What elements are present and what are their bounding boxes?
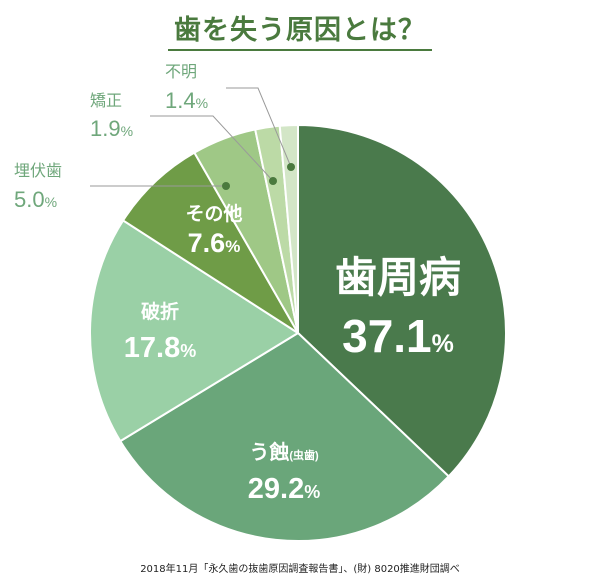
slice-label: その他 xyxy=(185,202,242,225)
slice-label: 埋伏歯 xyxy=(14,162,62,180)
slice-value: 7.6% xyxy=(188,228,241,258)
slice-label: 破折 xyxy=(141,301,179,323)
pie-slice xyxy=(278,123,299,334)
leader-line xyxy=(150,115,274,182)
slice-value: 1.9% xyxy=(90,116,133,141)
slice-value: 5.0% xyxy=(14,187,57,212)
slice-labels: 歯周病 37.1% う蝕(虫歯) 29.2% 破折 17.8% その他 7.6% 埋伏歯 5.0%… xyxy=(14,64,461,505)
chart-title: 歯を失う原因とは？ xyxy=(168,8,432,51)
leader-line xyxy=(226,87,292,168)
slice-label: 矯正 xyxy=(90,92,122,110)
pie-slice xyxy=(89,219,299,443)
leader-lines xyxy=(90,87,295,190)
slice-label: 歯周病 xyxy=(335,254,461,301)
leader-dot xyxy=(269,177,277,185)
slice-value: 17.8% xyxy=(124,332,196,364)
leader-dot xyxy=(222,182,230,190)
source-note: 2018年11月「永久歯の抜歯原因調査報告書」、(財) 8020推進財団調べ xyxy=(140,564,460,575)
pie-slice xyxy=(297,124,507,478)
pie-slices xyxy=(89,123,507,542)
pie-slice xyxy=(122,151,299,334)
slice-value: 1.4% xyxy=(165,88,208,113)
slice-label: 不明 xyxy=(165,64,197,81)
slice-label: う蝕(虫歯) xyxy=(249,440,319,464)
pie-slice xyxy=(119,332,450,542)
title-wrap: 歯を失う原因とは？ xyxy=(0,8,600,51)
slice-value: 29.2% xyxy=(248,473,320,505)
slice-value: 37.1% xyxy=(342,310,454,362)
leader-dot xyxy=(287,163,295,171)
